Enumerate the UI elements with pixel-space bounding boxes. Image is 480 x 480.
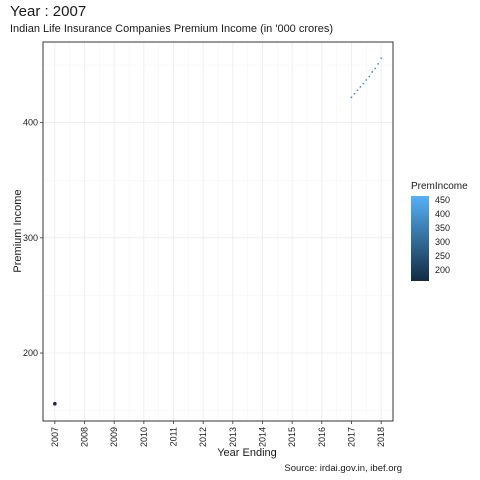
legend-label: 200 — [435, 265, 451, 275]
x-tick-label: 2013 — [228, 427, 238, 447]
y-tick-label: 200 — [23, 348, 38, 358]
legend-label: 450 — [435, 195, 451, 205]
data-point — [53, 401, 57, 406]
y-tick-label: 300 — [23, 233, 38, 243]
chart-title: Year : 2007 — [10, 3, 87, 20]
x-tick-label: 2016 — [317, 427, 327, 447]
x-tick-label: 2017 — [346, 427, 356, 447]
y-axis: 200 300 400 — [23, 118, 43, 358]
panel-border — [42, 41, 394, 422]
x-tick-label: 2009 — [109, 427, 119, 447]
x-tick-label: 2007 — [50, 427, 60, 447]
chart-subtitle: Indian Life Insurance Companies Premium … — [10, 23, 334, 35]
trail-points — [350, 57, 383, 99]
grid-lines — [43, 42, 393, 421]
trail-point — [380, 57, 383, 60]
x-tick-label: 2010 — [139, 427, 149, 447]
legend-title: PremIncome — [411, 181, 468, 192]
trail-point — [359, 86, 362, 88]
x-tick-label: 2014 — [257, 427, 267, 447]
legend-color-bar — [411, 196, 429, 281]
y-tick-label: 400 — [23, 118, 38, 128]
legend-label: 300 — [435, 237, 451, 247]
color-legend: PremIncome 450 400 350 300 250 200 — [411, 181, 468, 281]
y-axis-label: Premium Income — [12, 189, 24, 273]
x-axis: 2007 2008 2009 2010 2011 2012 2013 2014 2015 2016… — [50, 421, 386, 447]
chart-caption: Source: irdai.gov.in, ibef.org — [284, 463, 402, 474]
trail-point — [365, 79, 368, 81]
trail-point — [353, 92, 356, 95]
legend-label: 250 — [435, 251, 451, 261]
trail-point — [371, 71, 374, 73]
x-tick-label: 2008 — [80, 427, 90, 447]
trail-point — [362, 82, 365, 85]
x-tick-label: 2015 — [287, 427, 297, 447]
trail-point — [377, 62, 380, 65]
trail-point — [374, 67, 377, 70]
x-tick-label: 2011 — [169, 427, 179, 446]
legend-label: 350 — [435, 223, 451, 233]
trail-point — [350, 96, 353, 99]
x-tick-label: 2012 — [198, 427, 208, 447]
legend-label: 400 — [435, 209, 451, 219]
legend-labels: 450 400 350 300 250 200 — [435, 195, 465, 281]
data-points — [53, 401, 57, 406]
x-axis-label: Year Ending — [217, 447, 277, 459]
x-tick-label: 2018 — [376, 427, 386, 447]
trail-point — [356, 89, 359, 92]
trail-point — [368, 75, 371, 78]
